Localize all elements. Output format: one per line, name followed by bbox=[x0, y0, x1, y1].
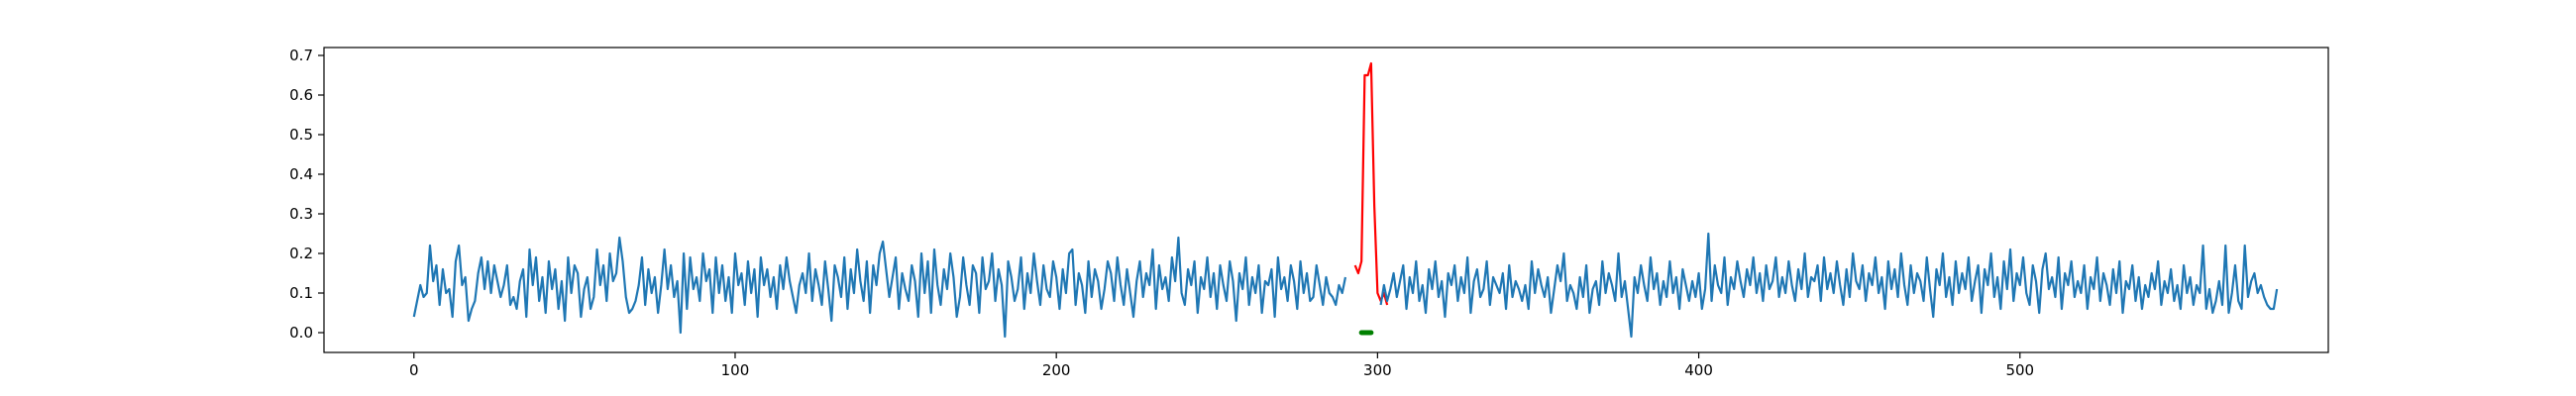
series-layer bbox=[412, 61, 2279, 339]
x-tick-label: 400 bbox=[1684, 361, 1713, 379]
y-tick-label: 0.1 bbox=[289, 284, 313, 302]
series-line-0 bbox=[412, 236, 1347, 339]
y-tick-label: 0.4 bbox=[289, 165, 313, 183]
y-tick-label: 0.0 bbox=[289, 324, 313, 342]
y-tick-label: 0.3 bbox=[289, 205, 313, 223]
x-tick-label: 0 bbox=[409, 361, 419, 379]
x-tick-label: 200 bbox=[1042, 361, 1071, 379]
y-tick-label: 0.6 bbox=[289, 86, 313, 104]
x-tick-label: 300 bbox=[1363, 361, 1392, 379]
y-tick-label: 0.5 bbox=[289, 126, 313, 144]
axes-layer: 0 100 200 300 400 500 0.0 0.1 0.2 0.3 0.4 0.5 0.6 0.7 bbox=[289, 47, 2329, 379]
plot-frame bbox=[323, 47, 2329, 353]
x-tick-label: 100 bbox=[721, 361, 750, 379]
y-tick-label: 0.2 bbox=[289, 245, 313, 262]
y-tick-label: 0.7 bbox=[289, 47, 313, 64]
x-tick-label: 500 bbox=[2005, 361, 2034, 379]
series-line-3 bbox=[1379, 232, 2279, 339]
